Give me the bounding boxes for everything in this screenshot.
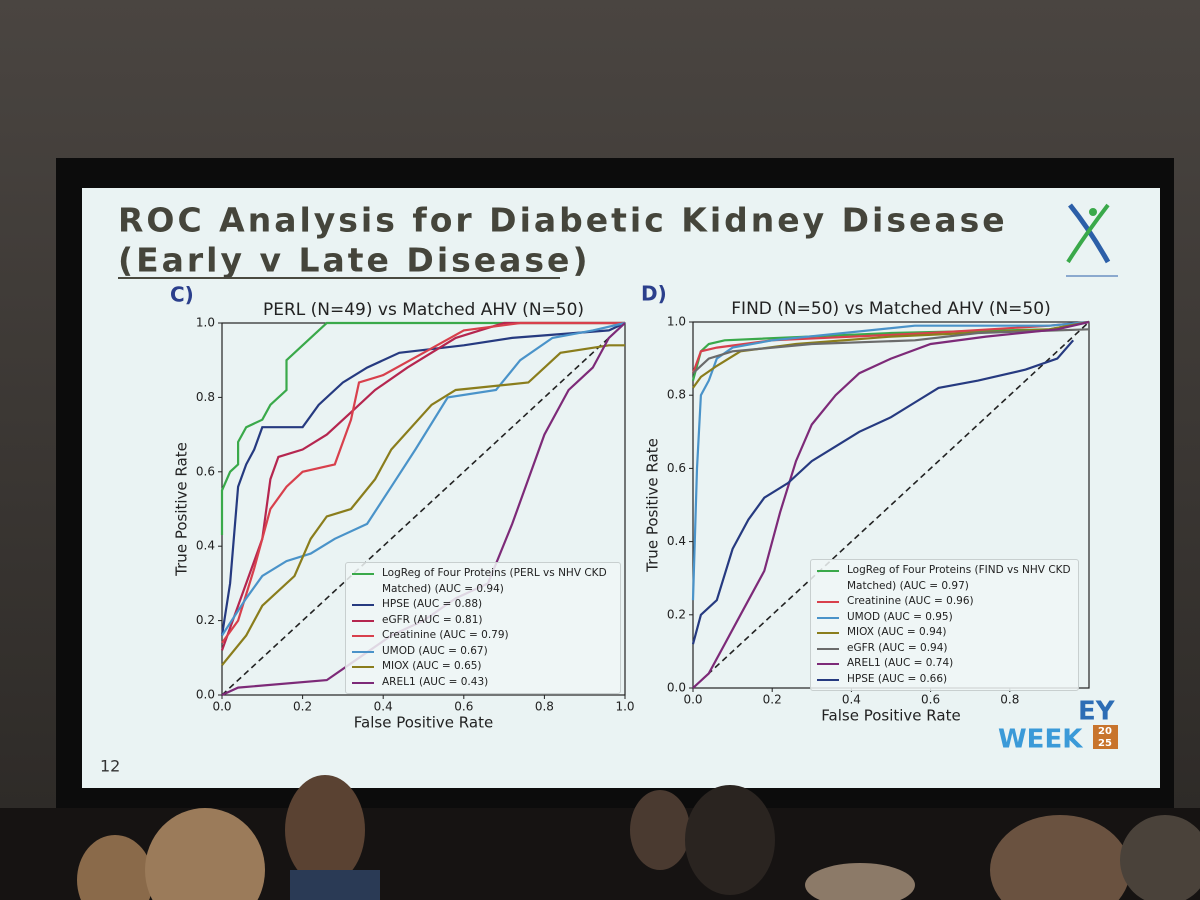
panel-label: D) <box>641 282 667 306</box>
y-tick-label: 0.6 <box>667 461 686 475</box>
x-tick-label: 1.0 <box>615 700 634 714</box>
roc-curve <box>220 321 625 535</box>
legend: LogReg of Four Proteins (PERL vs NHV CKD… <box>345 562 621 694</box>
legend-entry: LogReg of Four Proteins (PERL vs NHV CKD… <box>352 566 614 597</box>
logo-year: 20 <box>1098 726 1112 737</box>
y-tick-label: 0.2 <box>667 607 686 621</box>
legend-swatch <box>352 573 374 575</box>
legend-entry: AREL1 (AUC = 0.43) <box>352 675 614 691</box>
legend-label: HPSE (AUC = 0.88) <box>382 598 483 610</box>
legend-entry: Creatinine (AUC = 0.79) <box>352 628 614 644</box>
legend-swatch <box>352 635 374 637</box>
y-tick-label: 0.8 <box>196 390 215 404</box>
legend-entry: Creatinine (AUC = 0.96) <box>817 594 1072 610</box>
logo-year-box <box>1093 725 1118 749</box>
slide-title: ROC Analysis for Diabetic Kidney Disease <box>118 201 1008 240</box>
legend-label: UMOD (AUC = 0.95) <box>847 610 953 623</box>
legend-label: AREL1 (AUC = 0.74) <box>847 657 954 669</box>
legend-entry: eGFR (AUC = 0.81) <box>352 613 614 629</box>
roc-curve <box>221 321 626 637</box>
legend-label: MIOX (AUC = 0.94) <box>847 626 947 638</box>
legend-label: eGFR (AUC = 0.94) <box>847 641 948 654</box>
y-tick-label: 0.0 <box>667 681 686 695</box>
y-tick-label: 1.0 <box>667 315 686 329</box>
legend-swatch <box>817 678 839 681</box>
legend-label: MIOX (AUC = 0.65) <box>382 660 482 672</box>
x-tick-label: 0.4 <box>374 700 393 714</box>
legend-swatch <box>817 647 839 650</box>
legend-entry: HPSE (AUC = 0.88) <box>352 597 614 613</box>
legend-label: UMOD (AUC = 0.67) <box>382 644 488 657</box>
legend: LogReg of Four Proteins (FIND vs NHV CKD… <box>810 559 1079 691</box>
roc-curve <box>220 322 626 636</box>
audience <box>0 775 1200 900</box>
legend-entry: LogReg of Four Proteins (FIND vs NHV CKD… <box>817 563 1072 594</box>
legend-swatch <box>817 570 839 572</box>
y-axis-label: True Positive Rate <box>173 442 191 577</box>
legend-label: Creatinine (AUC = 0.96) <box>847 595 974 607</box>
legend-label: LogReg of Four Proteins (FIND vs NHV CKD… <box>847 564 1071 592</box>
x-tick-label: 0.8 <box>535 700 554 714</box>
logo-fragment: EY <box>1078 697 1116 727</box>
y-axis-label: True Positive Rate <box>644 438 662 573</box>
chance-line <box>221 322 626 696</box>
roc-curve <box>221 321 625 644</box>
legend-swatch <box>817 601 839 603</box>
roc-curve <box>692 328 1090 375</box>
legend-swatch <box>817 663 839 665</box>
legend-swatch <box>352 666 374 668</box>
legend-label: LogReg of Four Proteins (PERL vs NHV CKD… <box>382 567 607 595</box>
x-tick-label: 0.2 <box>763 693 782 707</box>
roc-curve <box>221 344 625 666</box>
roc-curve <box>691 339 1075 645</box>
logo-mark <box>1066 203 1118 277</box>
y-tick-label: 0.2 <box>196 613 215 627</box>
legend-swatch <box>352 619 374 622</box>
x-tick-label: 0.0 <box>212 700 231 714</box>
legend-entry: eGFR (AUC = 0.94) <box>817 641 1072 657</box>
charts: PERL (N=49) vs Matched AHV (N=50) C) False… <box>170 282 1090 732</box>
logo-text: WEEK <box>998 725 1083 755</box>
x-tick-label: 0.0 <box>683 693 702 707</box>
legend-label: Creatinine (AUC = 0.79) <box>382 629 509 641</box>
x-tick-label: 0.6 <box>921 693 940 707</box>
slide-title: (Early v Late Disease) <box>118 241 591 280</box>
page-number: 12 <box>100 757 120 776</box>
legend-entry: HPSE (AUC = 0.66) <box>817 672 1072 688</box>
x-axis-label: False Positive Rate <box>821 707 960 725</box>
legend-entry: MIOX (AUC = 0.65) <box>352 659 614 675</box>
legend-entry: AREL1 (AUC = 0.74) <box>817 656 1072 672</box>
y-tick-label: 0.4 <box>196 539 215 553</box>
chart-title: PERL (N=49) vs Matched AHV (N=50) <box>263 300 584 320</box>
y-tick-label: 0.6 <box>196 464 215 478</box>
y-tick-label: 0.0 <box>196 688 215 702</box>
x-tick-label: 0.4 <box>842 693 861 707</box>
x-tick-label: 0.6 <box>454 700 473 714</box>
legend-label: AREL1 (AUC = 0.43) <box>382 675 489 688</box>
y-tick-label: 0.8 <box>667 388 686 402</box>
legend-label: eGFR (AUC = 0.81) <box>382 613 483 626</box>
logo-year: 25 <box>1098 738 1112 749</box>
x-tick-label: 0.2 <box>293 700 312 714</box>
legend-swatch <box>817 632 839 634</box>
roc-curve <box>692 320 1090 689</box>
legend-entry: MIOX (AUC = 0.94) <box>817 625 1072 641</box>
panel-label: C) <box>170 283 194 307</box>
y-tick-label: 0.4 <box>667 534 686 548</box>
chart-title: FIND (N=50) vs Matched AHV (N=50) <box>731 299 1050 319</box>
x-tick-label: 0.8 <box>1000 693 1019 707</box>
legend-swatch <box>817 616 839 619</box>
x-axis-label: False Positive Rate <box>354 714 493 732</box>
legend-swatch <box>352 681 374 684</box>
y-tick-label: 1.0 <box>196 316 215 330</box>
legend-swatch <box>352 604 374 606</box>
legend-label: HPSE (AUC = 0.66) <box>847 672 948 685</box>
legend-entry: UMOD (AUC = 0.67) <box>352 644 614 660</box>
legend-entry: UMOD (AUC = 0.95) <box>817 610 1072 626</box>
legend-swatch <box>352 650 374 653</box>
